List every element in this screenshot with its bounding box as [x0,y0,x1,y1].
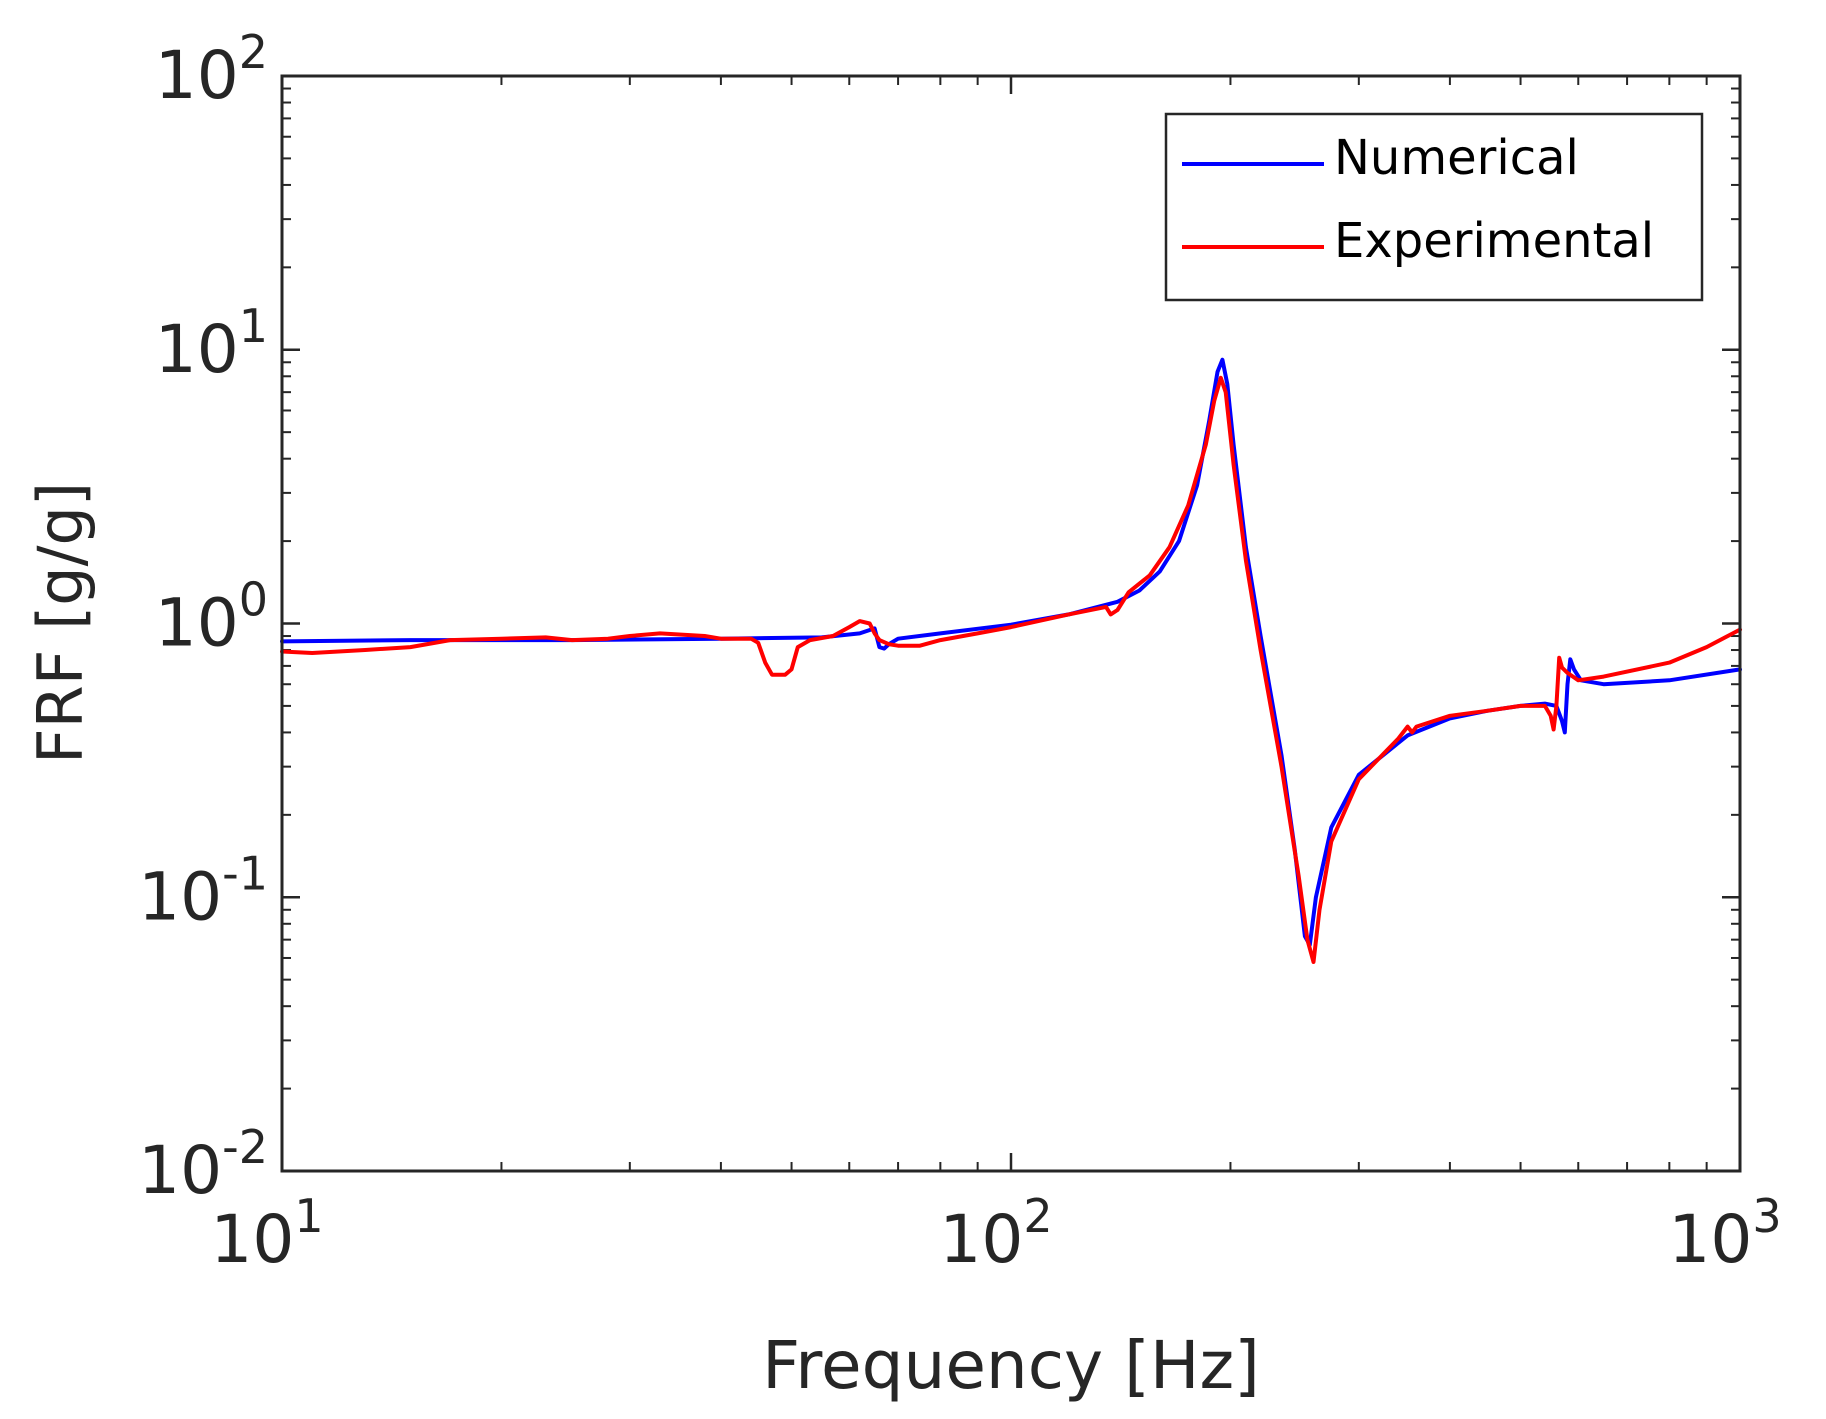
y-tick-label: 10-1 [138,846,268,935]
x-tick-labels: 101 102 103 [210,1189,1781,1278]
x-tick-label: 102 [939,1189,1052,1278]
y-tick-exponent: 2 [239,25,268,79]
y-tick-label: 101 [155,299,268,388]
series-layer [280,357,1742,964]
y-axis-label: FRF [g/g] [24,482,97,764]
y-tick-label: 100 [155,573,268,662]
y-tick-exponent: 0 [239,573,268,627]
legend-label-numerical: Numerical [1334,130,1579,186]
legend-box [1164,112,1704,302]
y-tick-exponent: -2 [222,1120,268,1174]
y-tick-base: 10 [155,37,239,114]
x-tick-label: 103 [1668,1189,1781,1278]
x-tick-base: 10 [210,1201,294,1278]
y-tick-base: 10 [138,858,222,935]
x-tick-label: 101 [210,1189,323,1278]
x-tick-exponent: 1 [294,1189,323,1243]
y-tick-base: 10 [155,585,239,662]
legend: Numerical Experimental [1164,112,1704,302]
x-tick-base: 10 [939,1201,1023,1278]
x-tick-exponent: 2 [1023,1189,1052,1243]
y-tick-label: 10-2 [138,1120,268,1209]
x-tick-base: 10 [1668,1201,1752,1278]
x-axis-label: Frequency [Hz] [762,1327,1260,1404]
y-tick-label: 102 [155,25,268,114]
y-tick-exponent: -1 [222,846,268,900]
series-line-numerical [280,357,1742,947]
y-tick-exponent: 1 [239,299,268,353]
legend-label-experimental: Experimental [1334,213,1654,269]
y-tick-base: 10 [138,1132,222,1209]
axes-box [280,74,1742,1173]
series-line-experimental [280,375,1742,964]
x-tick-exponent: 3 [1752,1189,1781,1243]
y-tick-base: 10 [155,311,239,388]
